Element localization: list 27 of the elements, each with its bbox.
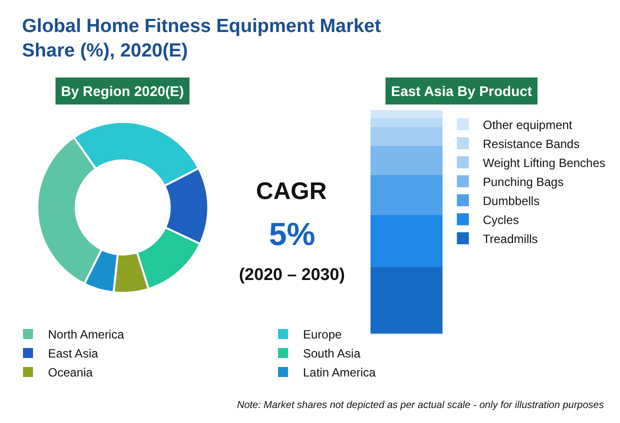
legend-label: South Asia: [303, 346, 361, 361]
legend-label: North America: [48, 328, 124, 342]
bar: [370, 146, 442, 175]
legend-label: East Asia: [48, 346, 98, 361]
chart-title: East Asia By Product: [391, 83, 532, 99]
text: Note: Market shares not depicted as per actual scale - only for illustration purposes: [237, 400, 604, 411]
bar: [370, 174, 442, 215]
legend-label: Cycles: [482, 212, 519, 227]
legend-label: Oceania: [48, 366, 94, 380]
legend-label: Weight Lifting Benches: [482, 156, 606, 170]
text: 5%: [269, 216, 316, 252]
bar: [370, 266, 442, 334]
bar: [370, 126, 442, 146]
legend-label: Treadmills: [482, 232, 538, 246]
legend-label: Other equipment: [482, 118, 573, 132]
bar: [370, 214, 442, 267]
legend-label: Resistance Bands: [482, 136, 580, 151]
chart-title: Global Home Fitness Equipment Market Share (%), 2020(E): [22, 16, 382, 62]
chart-subtitle: By Region 2020(E): [61, 83, 184, 99]
legend-label: Latin America: [303, 366, 376, 380]
legend-label: Punching Bags: [482, 174, 564, 189]
text: CAGR: [256, 178, 327, 205]
legend-label: Dumbbells: [482, 194, 540, 208]
bar: [370, 110, 442, 118]
legend-label: Europe: [303, 328, 342, 342]
text: (2020 – 2030): [239, 265, 345, 284]
bar: [370, 118, 442, 127]
